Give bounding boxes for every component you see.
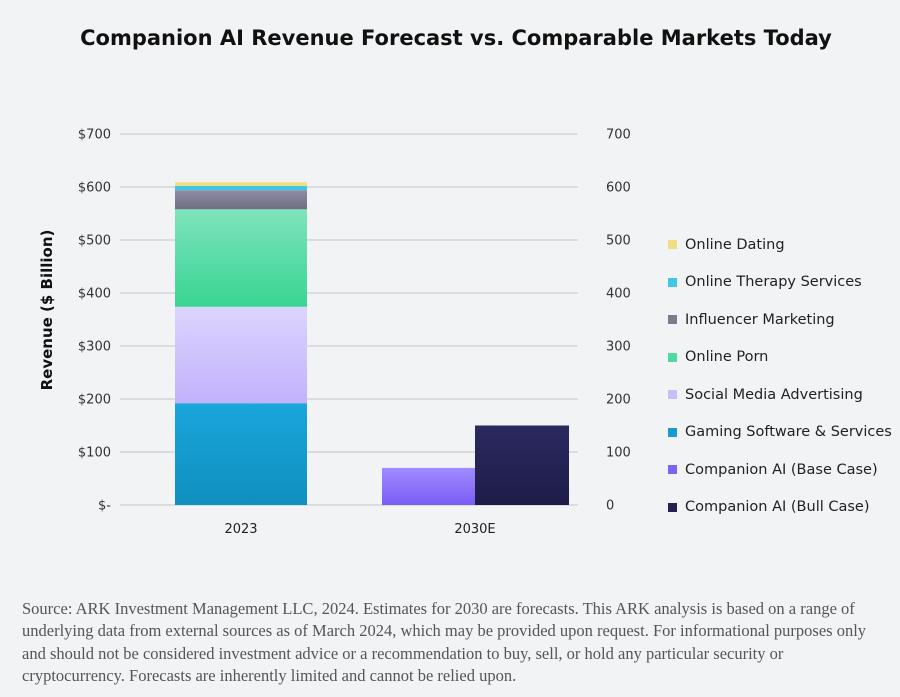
legend-item: Companion AI (Base Case) bbox=[668, 451, 892, 489]
y-tick-label-left: $100 bbox=[78, 446, 111, 461]
y-tick-label-right: 700 bbox=[606, 128, 631, 143]
bar-segment-companion-ai-base-case bbox=[382, 467, 475, 505]
y-tick-label-right: 400 bbox=[606, 287, 631, 302]
bar-segment-influencer-marketing bbox=[175, 190, 307, 210]
legend-label: Online Dating bbox=[685, 236, 785, 253]
y-tick-label-left: $- bbox=[98, 499, 111, 514]
chart-title: Companion AI Revenue Forecast vs. Compar… bbox=[80, 26, 832, 50]
y-tick-label-left: $400 bbox=[78, 287, 111, 302]
legend-swatch bbox=[668, 352, 677, 362]
legend-swatch bbox=[668, 502, 677, 512]
legend-item: Online Dating bbox=[668, 226, 892, 264]
legend-swatch bbox=[668, 315, 677, 325]
legend-swatch bbox=[668, 465, 677, 475]
legend-label: Social Media Advertising bbox=[685, 386, 863, 403]
y-tick-label-right: 600 bbox=[606, 181, 631, 196]
legend: Online Dating Online Therapy Services Infl… bbox=[668, 226, 892, 526]
y-axis-left: $- $100 $200 $300 $400 $500 $600 $700 bbox=[78, 128, 111, 514]
y-tick-label-left: $300 bbox=[78, 340, 111, 355]
y-tick-label-right: 100 bbox=[606, 446, 631, 461]
legend-item: Online Porn bbox=[668, 339, 892, 377]
bar-segment-online-dating bbox=[175, 182, 307, 186]
bars bbox=[175, 182, 569, 505]
legend-swatch bbox=[668, 277, 677, 287]
legend-item: Gaming Software & Services bbox=[668, 414, 892, 452]
bar-segment-companion-ai-bull-case bbox=[475, 425, 569, 505]
legend-item: Companion AI (Bull Case) bbox=[668, 489, 892, 527]
source-note: Source: ARK Investment Management LLC, 2… bbox=[22, 599, 867, 685]
legend-label: Companion AI (Bull Case) bbox=[685, 499, 870, 516]
y-tick-label-right: 0 bbox=[606, 499, 614, 514]
bar-segment-social-media-advertising bbox=[175, 306, 307, 404]
legend-item: Online Therapy Services bbox=[668, 264, 892, 302]
legend-swatch bbox=[668, 390, 677, 400]
bar-segment-online-therapy-services bbox=[175, 185, 307, 191]
legend-item: Influencer Marketing bbox=[668, 301, 892, 339]
legend-label: Influencer Marketing bbox=[685, 311, 835, 328]
y-tick-label-right: 300 bbox=[606, 340, 631, 355]
x-tick-label: 2030E bbox=[454, 522, 495, 537]
legend-label: Online Porn bbox=[685, 349, 769, 366]
chart: $- $100 $200 $300 $400 $500 $600 $700 0 100 200 30… bbox=[38, 128, 631, 538]
y-axis-label: Revenue ($ Billion) bbox=[38, 230, 56, 391]
bar-segment-gaming-software-services bbox=[175, 403, 307, 505]
bar-segment-online-porn bbox=[175, 209, 307, 307]
y-tick-label-left: $500 bbox=[78, 234, 111, 249]
x-axis: 2023 2030E bbox=[224, 522, 495, 537]
legend-swatch bbox=[668, 427, 677, 437]
y-tick-label-left: $700 bbox=[78, 128, 111, 143]
y-axis-right: 0 100 200 300 400 500 600 700 bbox=[606, 128, 631, 514]
y-tick-label-right: 500 bbox=[606, 234, 631, 249]
legend-item: Social Media Advertising bbox=[668, 376, 892, 414]
y-tick-label-left: $600 bbox=[78, 181, 111, 196]
legend-label: Gaming Software & Services bbox=[685, 424, 892, 441]
x-tick-label: 2023 bbox=[224, 522, 257, 537]
legend-label: Companion AI (Base Case) bbox=[685, 461, 878, 478]
y-tick-label-left: $200 bbox=[78, 393, 111, 408]
legend-swatch bbox=[668, 240, 677, 250]
y-tick-label-right: 200 bbox=[606, 393, 631, 408]
legend-label: Online Therapy Services bbox=[685, 274, 862, 291]
